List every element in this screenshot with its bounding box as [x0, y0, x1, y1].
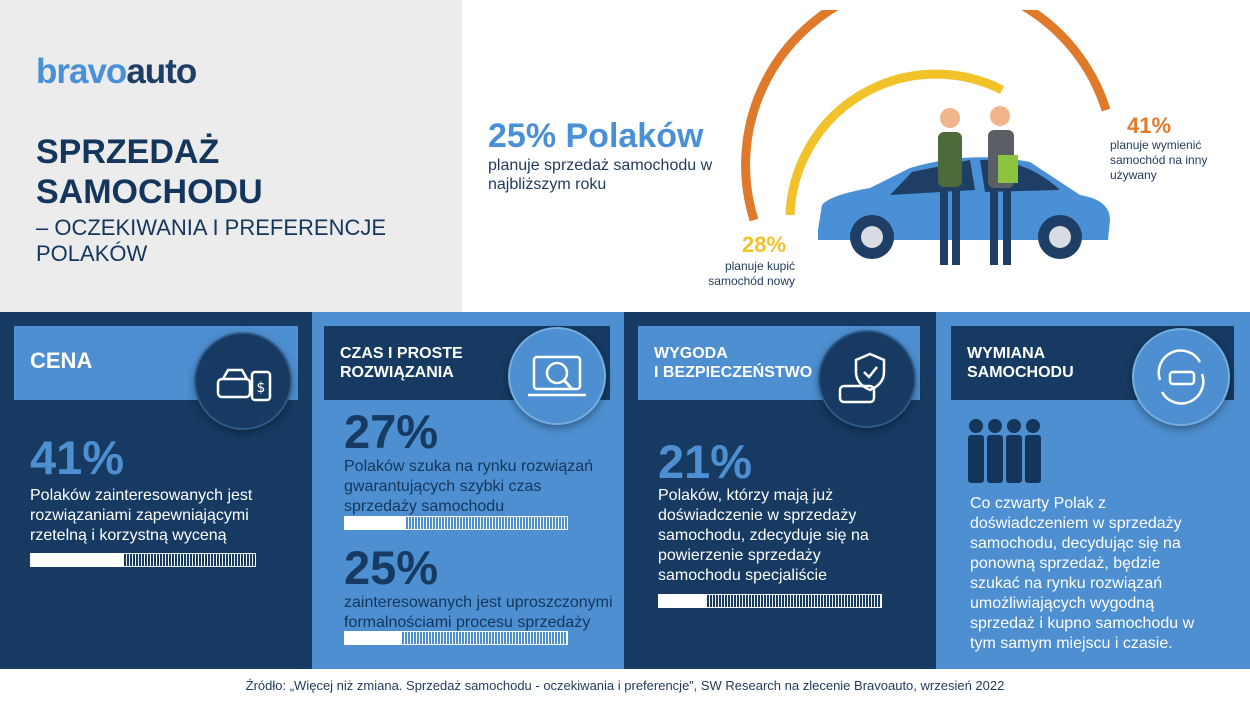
- arc-gauge-graphic: [741, 10, 1111, 222]
- hero-main-percent: 25% Polaków: [488, 117, 704, 155]
- panel-wygoda: WYGODA I BEZPIECZEŃSTWO 21% Polaków, któ…: [624, 312, 936, 669]
- czas-progress-fill2: [345, 632, 401, 644]
- wygoda-desc: Polaków, którzy mają już doświadczenie w…: [658, 487, 869, 584]
- czas-progress-bar1: [344, 516, 568, 530]
- czas-progress-track2: [400, 632, 567, 644]
- cena-progress-fill: [31, 554, 123, 566]
- czas-progress-fill1: [345, 517, 405, 529]
- wygoda-progress-fill: [659, 595, 706, 607]
- panel-wygoda-title: WYGODA I BEZPIECZEŃSTWO: [654, 344, 812, 382]
- page-title-line2: SAMOCHODU: [36, 173, 263, 211]
- hero-main-desc: planuje sprzedaż samochodu w najbliższym…: [488, 157, 713, 193]
- car-handshake-illustration: [818, 106, 1110, 265]
- used-car-desc: planuje wymienić samochód na inny używan…: [1110, 138, 1208, 182]
- czas-stat2: 25%: [344, 541, 439, 594]
- panel-cena-title: CENA: [30, 348, 93, 373]
- wygoda-stat: 21%: [658, 435, 753, 488]
- panel-czas-title-line1: CZAS I PROSTE: [340, 345, 463, 362]
- svg-text:$: $: [257, 380, 266, 396]
- source-footer: Źródło: „Więcej niż zmiana. Sprzedaż sam…: [245, 678, 1005, 693]
- panel-wygoda-title-line2: I BEZPIECZEŃSTWO: [654, 364, 813, 381]
- yellow-arc: [785, 69, 1005, 216]
- wygoda-progress-track: [705, 595, 881, 607]
- person-left-icon: [938, 108, 962, 265]
- panel-czas-title: CZAS I PROSTE ROZWIĄZANIA: [340, 344, 463, 382]
- new-car-desc: planuje kupić samochód nowy: [708, 259, 795, 288]
- bravoauto-logo: bravoauto: [36, 52, 197, 92]
- hero-title-panel: [0, 0, 462, 312]
- wymiana-desc: Co czwarty Polak z doświadczeniem w sprz…: [970, 495, 1195, 652]
- used-car-percent: 41%: [1127, 113, 1172, 138]
- cena-desc: Polaków zainteresowanych jest rozwiązani…: [30, 487, 253, 544]
- new-car-percent: 28%: [742, 232, 787, 257]
- panel-czas-title-line2: ROZWIĄZANIA: [340, 364, 454, 381]
- czas-desc1: Polaków szuka na rynku rozwiązań gwarant…: [344, 458, 594, 515]
- car-exchange-icon: [1132, 328, 1230, 426]
- person-right-icon: [988, 106, 1018, 265]
- cena-progress-bar: [30, 553, 256, 567]
- cena-stat: 41%: [30, 431, 125, 484]
- wygoda-progress-bar: [658, 594, 882, 608]
- people-group-icon: [968, 419, 1041, 483]
- czas-desc2: zainteresowanych jest uproszczonymi form…: [344, 594, 613, 631]
- panel-cena: CENA $ 41% Polaków zainteresowanych jest…: [0, 312, 312, 669]
- panel-wymiana-title: WYMIANA SAMOCHODU: [967, 344, 1074, 382]
- panel-wymiana-title-line2: SAMOCHODU: [967, 364, 1074, 381]
- car-search-laptop-icon: [508, 327, 606, 425]
- panel-wymiana-title-line1: WYMIANA: [967, 345, 1046, 362]
- page-title-line1: SPRZEDAŻ: [36, 133, 220, 171]
- cena-progress-track: [122, 554, 255, 566]
- car-icon: [818, 157, 1110, 259]
- panel-czas: CZAS I PROSTE ROZWIĄZANIA 27% Polaków sz…: [312, 312, 624, 669]
- logo-part-bravo: bravo: [36, 52, 127, 91]
- car-price-tag-icon: $: [194, 332, 292, 430]
- czas-progress-bar2: [344, 631, 568, 645]
- panel-wygoda-title-line1: WYGODA: [654, 345, 728, 362]
- car-shield-icon: [818, 330, 916, 428]
- czas-stat1: 27%: [344, 405, 439, 458]
- panel-wymiana: WYMIANA SAMOCHODU Co czwarty Polak z doś…: [936, 312, 1250, 669]
- page-subtitle: – OCZEKIWANIA I PREFERENCJE POLAKÓW: [36, 215, 387, 266]
- czas-progress-track1: [404, 517, 567, 529]
- logo-part-auto: auto: [126, 52, 197, 91]
- orange-arc: [741, 10, 1111, 222]
